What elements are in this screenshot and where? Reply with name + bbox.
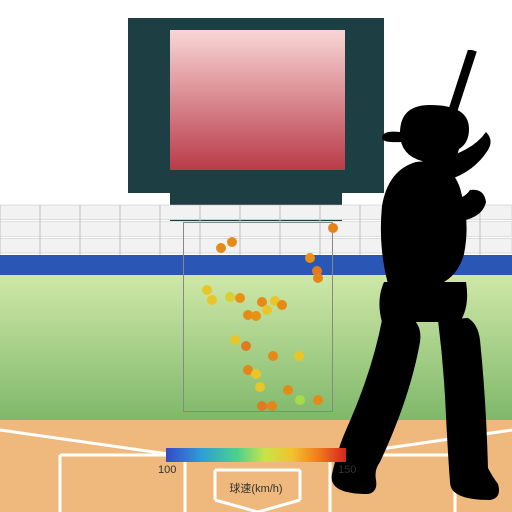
colorbar-tick: 150 — [338, 464, 356, 476]
pitch-dot — [251, 369, 261, 379]
pitch-dot — [268, 351, 278, 361]
pitch-location-chart: 100150 球速(km/h) — [0, 0, 512, 512]
pitch-dot — [262, 305, 272, 315]
colorbar-tick: 100 — [158, 464, 176, 476]
pitch-dot — [305, 253, 315, 263]
colorbar-ticks: 100150 — [166, 464, 346, 478]
pitch-dot — [255, 382, 265, 392]
pitch-dot — [207, 295, 217, 305]
pitch-dot — [251, 311, 261, 321]
pitch-dot — [277, 300, 287, 310]
pitch-dot — [313, 273, 323, 283]
pitch-dot — [230, 335, 240, 345]
pitch-dot — [216, 243, 226, 253]
pitch-dot — [227, 237, 237, 247]
colorbar-gradient — [166, 448, 346, 462]
pitch-dot — [241, 341, 251, 351]
pitch-dot — [295, 395, 305, 405]
pitch-dot — [202, 285, 212, 295]
pitch-dot — [283, 385, 293, 395]
colorbar: 100150 球速(km/h) — [166, 448, 346, 496]
pitch-dot — [235, 293, 245, 303]
pitch-dot — [267, 401, 277, 411]
pitch-dot — [313, 395, 323, 405]
pitch-dot — [294, 351, 304, 361]
colorbar-axis-label: 球速(km/h) — [166, 480, 346, 496]
batter-silhouette — [330, 50, 512, 510]
pitch-dot — [225, 292, 235, 302]
pitch-dot — [257, 401, 267, 411]
